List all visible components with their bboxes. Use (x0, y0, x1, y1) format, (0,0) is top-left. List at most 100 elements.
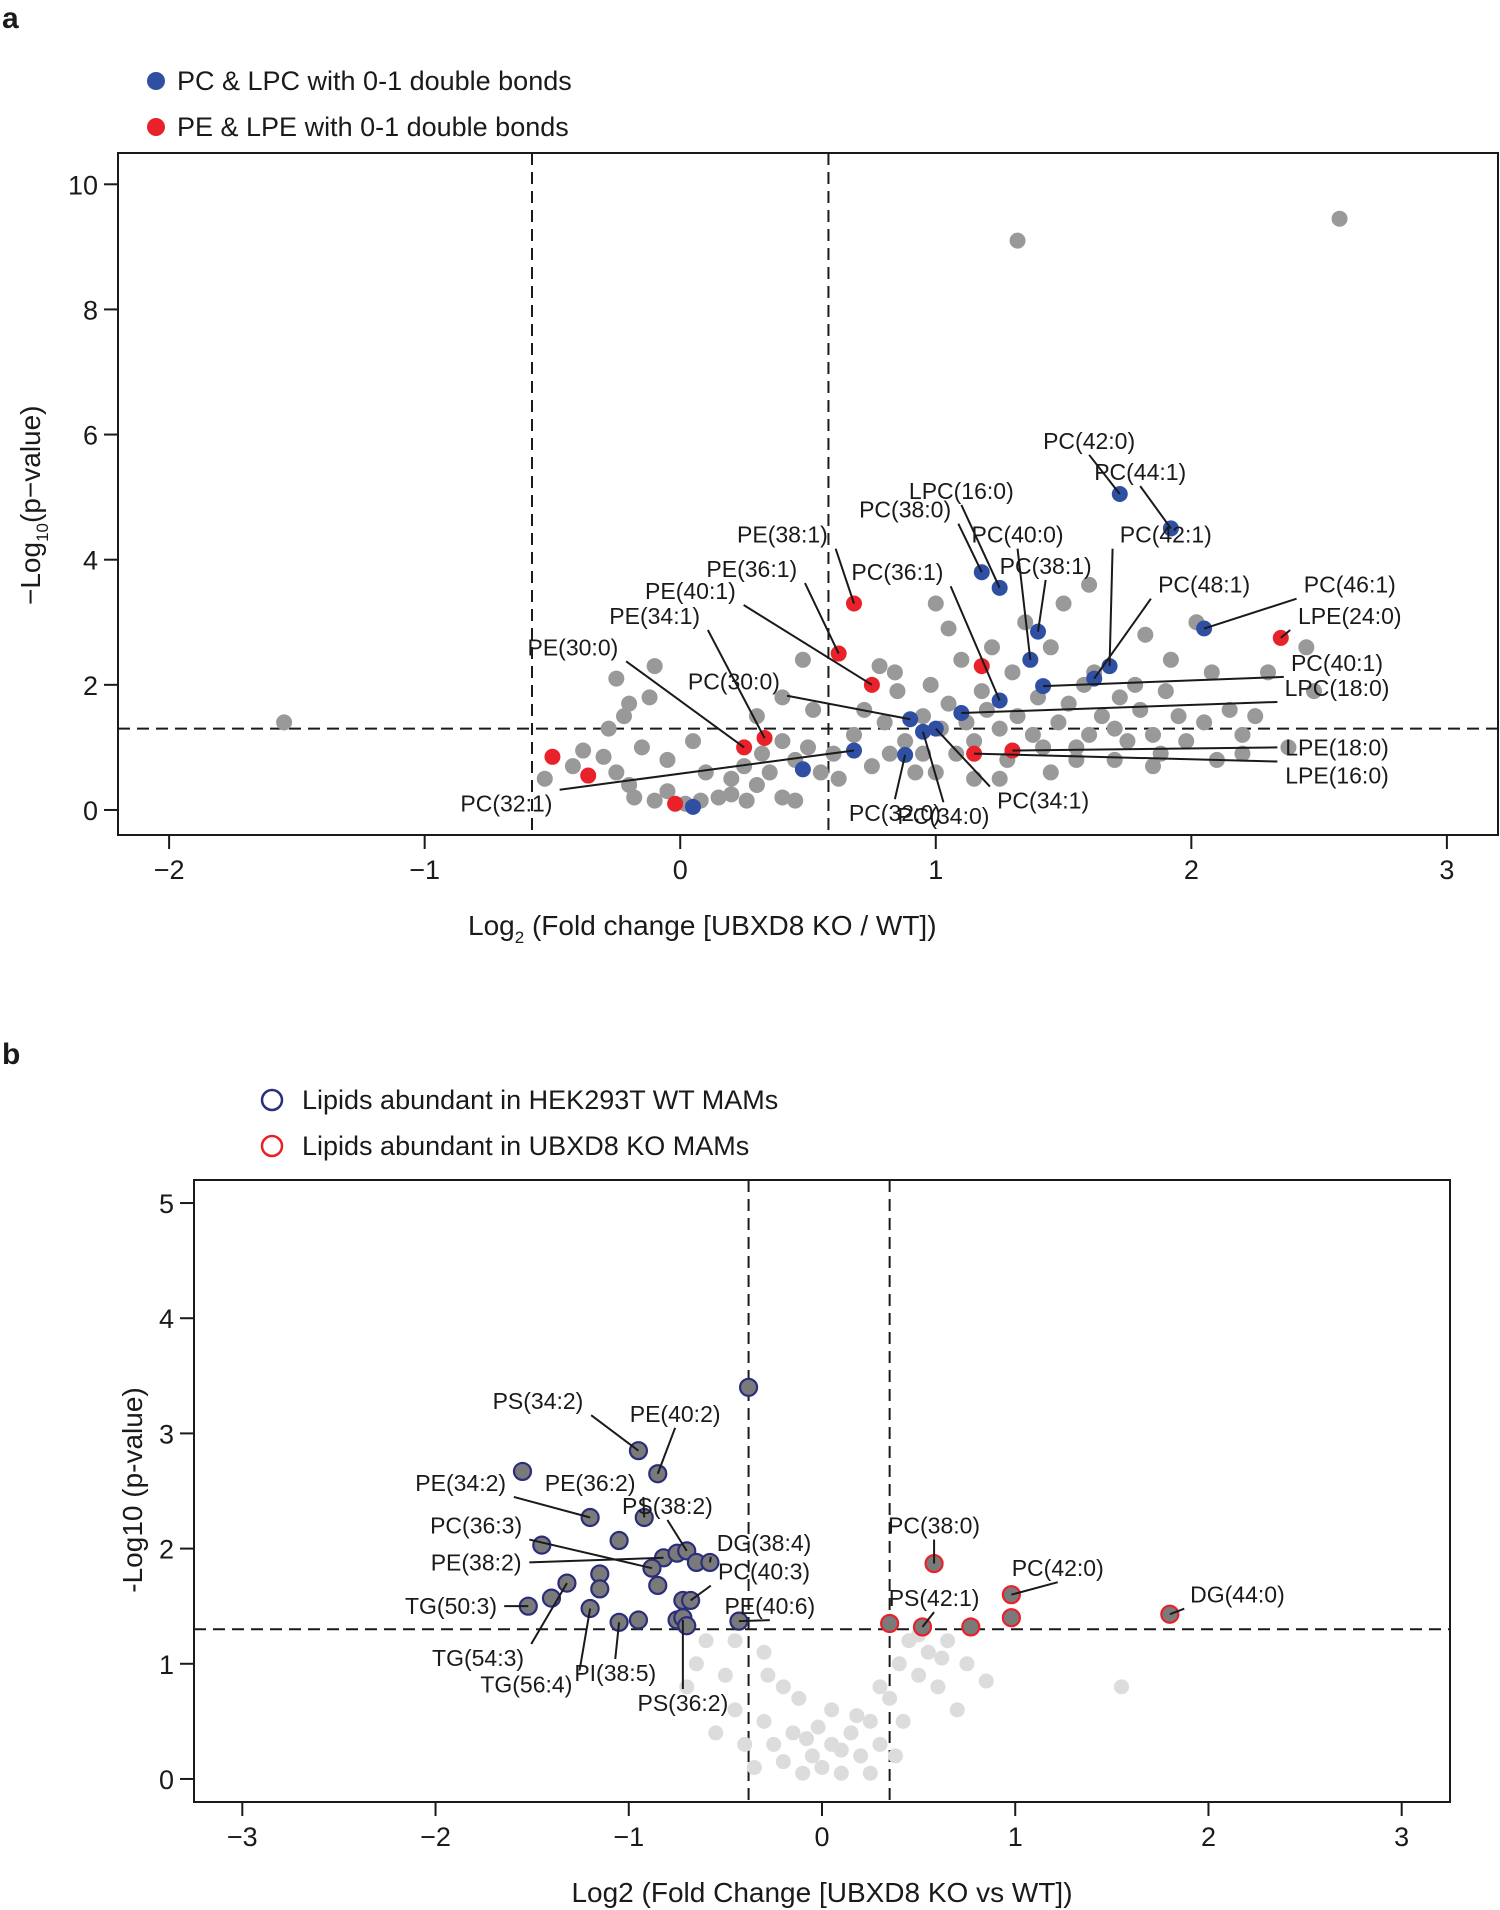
point-label: PC(46:1) (1304, 572, 1396, 598)
point-label: PC(42:0) (1012, 1555, 1104, 1581)
gray-point (1234, 745, 1251, 762)
gray-point (1119, 733, 1136, 750)
x-tick-label: −1 (409, 855, 440, 885)
gray-point (1247, 708, 1264, 725)
light-point (785, 1725, 801, 1741)
label-leader-line (590, 1414, 640, 1452)
gray-point (1157, 683, 1174, 700)
gray-point (738, 792, 755, 809)
light-point (775, 1754, 791, 1770)
label-leader-line (690, 1584, 712, 1602)
x-tick-label: 2 (1201, 1822, 1216, 1852)
gray-point (922, 676, 939, 693)
panel-b-points (512, 1377, 1180, 1781)
light-point (862, 1713, 878, 1729)
gray-point (1137, 626, 1154, 643)
light-point (760, 1667, 776, 1683)
navy-ringed-point (590, 1579, 610, 1599)
red-point (580, 767, 597, 784)
light-point (795, 1765, 811, 1781)
y-tick-label: 5 (159, 1189, 174, 1219)
point-label: PS(42:1) (889, 1585, 980, 1611)
label-leader-line (957, 523, 983, 573)
light-point (727, 1633, 743, 1649)
light-point (810, 1719, 826, 1735)
point-label: PS(34:2) (493, 1388, 584, 1414)
light-point (940, 1633, 956, 1649)
y-tick-label: 0 (83, 796, 98, 826)
light-point (756, 1713, 772, 1729)
gray-point (1009, 232, 1026, 249)
navy-ringed-point (628, 1610, 649, 1630)
gray-point (774, 733, 791, 750)
y-tick-label: 4 (159, 1304, 174, 1334)
gray-point (685, 733, 701, 750)
y-tick-label: 1 (159, 1650, 174, 1680)
light-point (843, 1725, 859, 1741)
point-label: TG(50:3) (405, 1593, 497, 1619)
panel-b-frame (193, 1179, 1451, 1803)
gray-point (1132, 701, 1149, 718)
gray-point (940, 620, 957, 637)
gray-point (659, 783, 676, 800)
light-point (887, 1748, 903, 1764)
label-leader-line (529, 1556, 664, 1564)
gray-point (761, 764, 778, 781)
y-tick-label: 10 (68, 170, 98, 200)
label-leader-line (1093, 598, 1152, 680)
point-label: PI(38:5) (574, 1660, 656, 1686)
gray-point (1234, 726, 1251, 743)
gray-point (659, 751, 676, 768)
gray-point (973, 683, 990, 700)
panel-b-plot: −3 −2 −1 0 1 2 3 0 1 2 3 4 5 PS(34:2) PE(40:2) PE(34:2… (159, 1179, 1451, 1852)
y-tick-label: 3 (159, 1419, 174, 1449)
x-tick-label: 0 (814, 1822, 829, 1852)
x-tick-label: 1 (928, 855, 943, 885)
panel-a-legend: PC & LPC with 0-1 double bonds PE & LPE … (147, 66, 572, 142)
light-point (746, 1759, 762, 1775)
point-label: PC(42:0) (1043, 428, 1135, 454)
panel-b-threshold-lines (194, 1180, 1450, 1802)
light-point (934, 1650, 950, 1666)
gray-point (1145, 758, 1161, 775)
light-point (688, 1656, 704, 1672)
y-tick-label: 4 (83, 546, 98, 576)
y-tick-label: 6 (83, 421, 98, 451)
gray-point (1331, 210, 1348, 227)
gray-point (991, 720, 1008, 737)
light-point (737, 1736, 753, 1752)
point-label: TG(54:3) (432, 1645, 524, 1671)
gray-point (978, 701, 995, 718)
point-label: PC(40:0) (972, 522, 1064, 548)
label-leader-line (974, 752, 1278, 763)
gray-point (1042, 639, 1059, 656)
label-leader-line (1016, 548, 1032, 660)
point-label: PC(48:1) (1158, 572, 1250, 598)
navy-ringed-point (648, 1575, 668, 1596)
gray-point (1106, 720, 1123, 737)
panel-a-y-title: −Log10(p−value) (15, 405, 52, 605)
gray-point (595, 748, 612, 765)
gray-point (564, 758, 581, 775)
x-tick-label: −3 (227, 1822, 258, 1852)
gray-point (1306, 683, 1322, 700)
gray-point (876, 714, 893, 731)
gray-point (787, 792, 804, 809)
point-label: PC(38:0) (888, 1513, 980, 1539)
label-leader-line (1280, 629, 1291, 639)
x-tick-label: 3 (1439, 855, 1454, 885)
light-point (978, 1673, 994, 1689)
gray-point (646, 792, 663, 809)
legend-a-blue-label: PC & LPC with 0-1 double bonds (177, 66, 572, 96)
point-label: PC(32:1) (460, 791, 552, 817)
point-label: PC(30:0) (688, 669, 780, 695)
gray-point (621, 695, 638, 712)
label-leader-line (1203, 597, 1297, 630)
y-tick-label: 2 (159, 1535, 174, 1565)
gray-point (1035, 739, 1052, 756)
gray-point (748, 708, 765, 725)
label-leader-line (738, 1619, 770, 1623)
x-tick-label: 3 (1394, 1822, 1409, 1852)
point-label: PC(34:1) (997, 788, 1089, 814)
light-point (708, 1725, 724, 1741)
